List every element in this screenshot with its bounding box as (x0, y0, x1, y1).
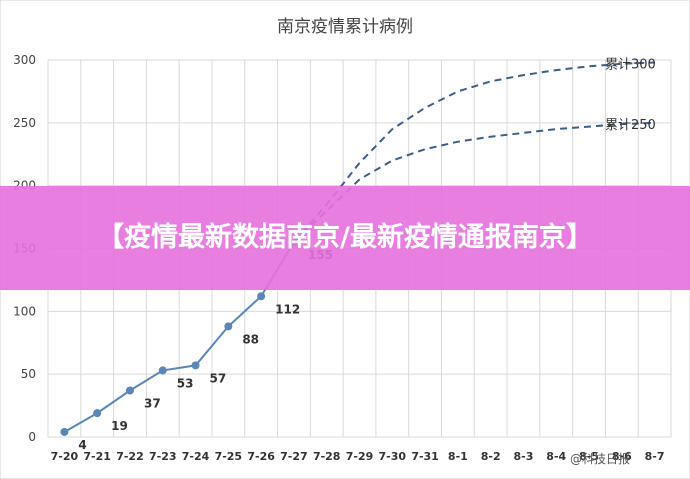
x-tick-label: 7-29 (346, 450, 374, 463)
x-tick-label: 8-4 (546, 450, 566, 463)
data-point (93, 409, 102, 418)
x-tick-label: 7-26 (247, 450, 275, 463)
data-point (60, 427, 69, 436)
series-name-label: 累计250 (605, 118, 656, 133)
x-tick-label: 8-7 (645, 450, 665, 463)
x-tick-label: 8-1 (448, 450, 468, 463)
data-label: 57 (210, 371, 227, 385)
x-tick-label: 7-30 (379, 450, 407, 463)
x-tick-label: 7-21 (83, 450, 111, 463)
watermark: @科技日报 (570, 452, 631, 466)
axes: 0501001502002503007-207-217-227-237-247-… (13, 53, 664, 463)
x-tick-label: 7-22 (116, 450, 144, 463)
x-tick-label: 7-20 (51, 450, 79, 463)
data-label: 37 (144, 397, 161, 411)
x-tick-label: 7-25 (215, 450, 243, 463)
x-tick-label: 8-6 (612, 450, 632, 463)
y-tick-label: 250 (13, 116, 36, 130)
y-tick-label: 0 (28, 430, 36, 444)
data-label: 19 (111, 419, 128, 433)
data-label: 88 (242, 332, 259, 346)
x-tick-label: 8-5 (579, 450, 599, 463)
series-line (63, 241, 295, 433)
x-tick-label: 8-2 (481, 450, 501, 463)
title-banner: 【疫情最新数据南京/最新疫情通报南京】 (0, 186, 690, 290)
grid (47, 59, 672, 438)
data-point (224, 322, 233, 331)
series-line (293, 61, 655, 243)
data-label: 112 (275, 302, 300, 316)
x-tick-label: 7-28 (313, 450, 341, 463)
x-tick-label: 7-31 (411, 450, 439, 463)
data-point (191, 361, 200, 370)
x-tick-label: 8-3 (514, 450, 534, 463)
data-label: 4 (78, 438, 86, 452)
data-point (257, 292, 266, 301)
x-tick-label: 7-27 (280, 450, 308, 463)
data-point (158, 366, 167, 375)
x-tick-label: 7-23 (149, 450, 177, 463)
banner-text: 【疫情最新数据南京/最新疫情通报南京】 (97, 222, 593, 253)
y-tick-label: 100 (13, 304, 36, 318)
data-label: 53 (177, 376, 194, 390)
y-tick-label: 300 (13, 53, 36, 67)
x-tick-label: 7-24 (182, 450, 210, 463)
chart-title: 南京疫情累计病例 (277, 17, 413, 37)
series-name-label: 累计300 (605, 58, 656, 73)
y-tick-label: 50 (21, 367, 36, 381)
data-point (125, 386, 134, 395)
